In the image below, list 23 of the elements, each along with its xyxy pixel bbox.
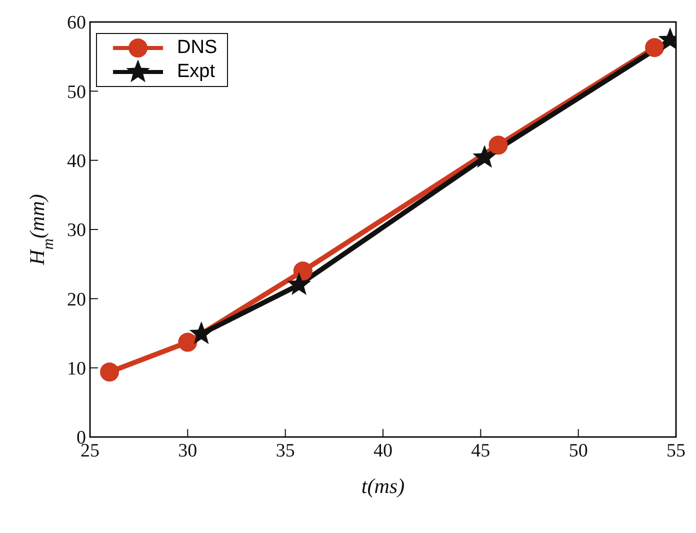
point (189, 321, 214, 344)
y-tick-label: 30 (67, 220, 86, 242)
x-tick-label: 35 (276, 440, 295, 462)
point (178, 332, 198, 352)
y-tick-label: 40 (67, 151, 86, 172)
point (293, 262, 312, 280)
x-tick-label: 55 (666, 440, 686, 462)
point (472, 144, 497, 168)
point (645, 38, 664, 58)
point (488, 136, 508, 155)
x-tick-label: 50 (568, 440, 588, 462)
y-tick-label: 50 (67, 82, 86, 103)
x-axis-title: t(ms) (361, 474, 405, 498)
y-tick-label: 10 (67, 358, 86, 380)
point (100, 362, 120, 382)
x-tick-label: 30 (178, 440, 198, 462)
point (287, 272, 311, 296)
y-tick-label: 20 (67, 289, 86, 310)
legend-label: DNS (177, 37, 218, 59)
x-tick-label: 45 (471, 440, 490, 462)
x-tick-label: 40 (374, 440, 392, 462)
legend-label: Expt (177, 61, 216, 83)
y-tick-label: 60 (67, 12, 86, 34)
